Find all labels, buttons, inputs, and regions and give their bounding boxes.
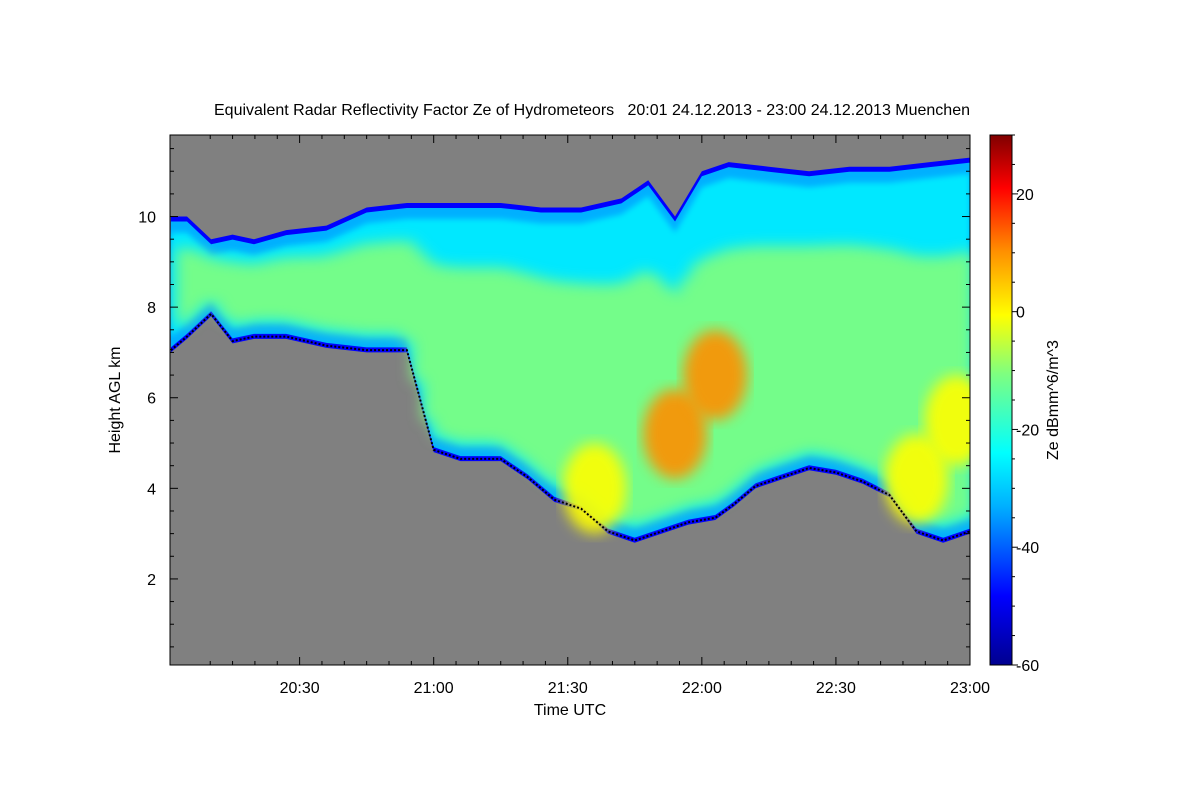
plot-frame [169,134,971,666]
colorbar-tick-label: -40 [1016,540,1039,557]
y-tick-label: 2 [147,572,156,589]
x-axis-label: Time UTC [534,702,606,719]
colorbar-axis: 20 0 -20 -40 -60 [1012,134,1039,675]
colorbar-tick-label: 0 [1016,305,1025,322]
y-tick-label: 8 [147,300,156,317]
x-tick-label: 22:00 [682,680,722,697]
y-tick-label: 6 [147,391,156,408]
reflectivity-core-2 [683,330,748,421]
reflectivity-field [170,157,970,543]
x-tick-label: 20:30 [280,680,320,697]
y-tick-label: 10 [138,210,156,227]
colorbar-tick-label: -60 [1016,658,1039,675]
x-axis: 20:30 21:00 21:30 22:00 22:30 23:00 [209,135,990,697]
y-axis-label: Height AGL km [107,346,124,453]
y-axis: 2 4 6 8 10 [138,148,970,648]
x-tick-label: 22:30 [816,680,856,697]
chart-title: Equivalent Radar Reflectivity Factor Ze … [214,102,970,119]
x-tick-label: 21:30 [548,680,588,697]
colorbar-tick-label: -20 [1016,422,1039,439]
colorbar-tick-label: 20 [1016,187,1034,204]
reflectivity-core-3 [562,443,627,534]
x-tick-label: 21:00 [414,680,454,697]
colorbar [989,134,1013,666]
cloud-base-line [170,312,970,542]
reflectivity-core-5 [924,375,970,466]
reflectivity-core-4 [884,434,949,525]
colorbar-label: Ze dBmm^6/m^3 [1045,340,1062,460]
y-tick-label: 4 [147,481,156,498]
reflectivity-core-1 [643,388,708,479]
x-tick-label: 23:00 [950,680,990,697]
